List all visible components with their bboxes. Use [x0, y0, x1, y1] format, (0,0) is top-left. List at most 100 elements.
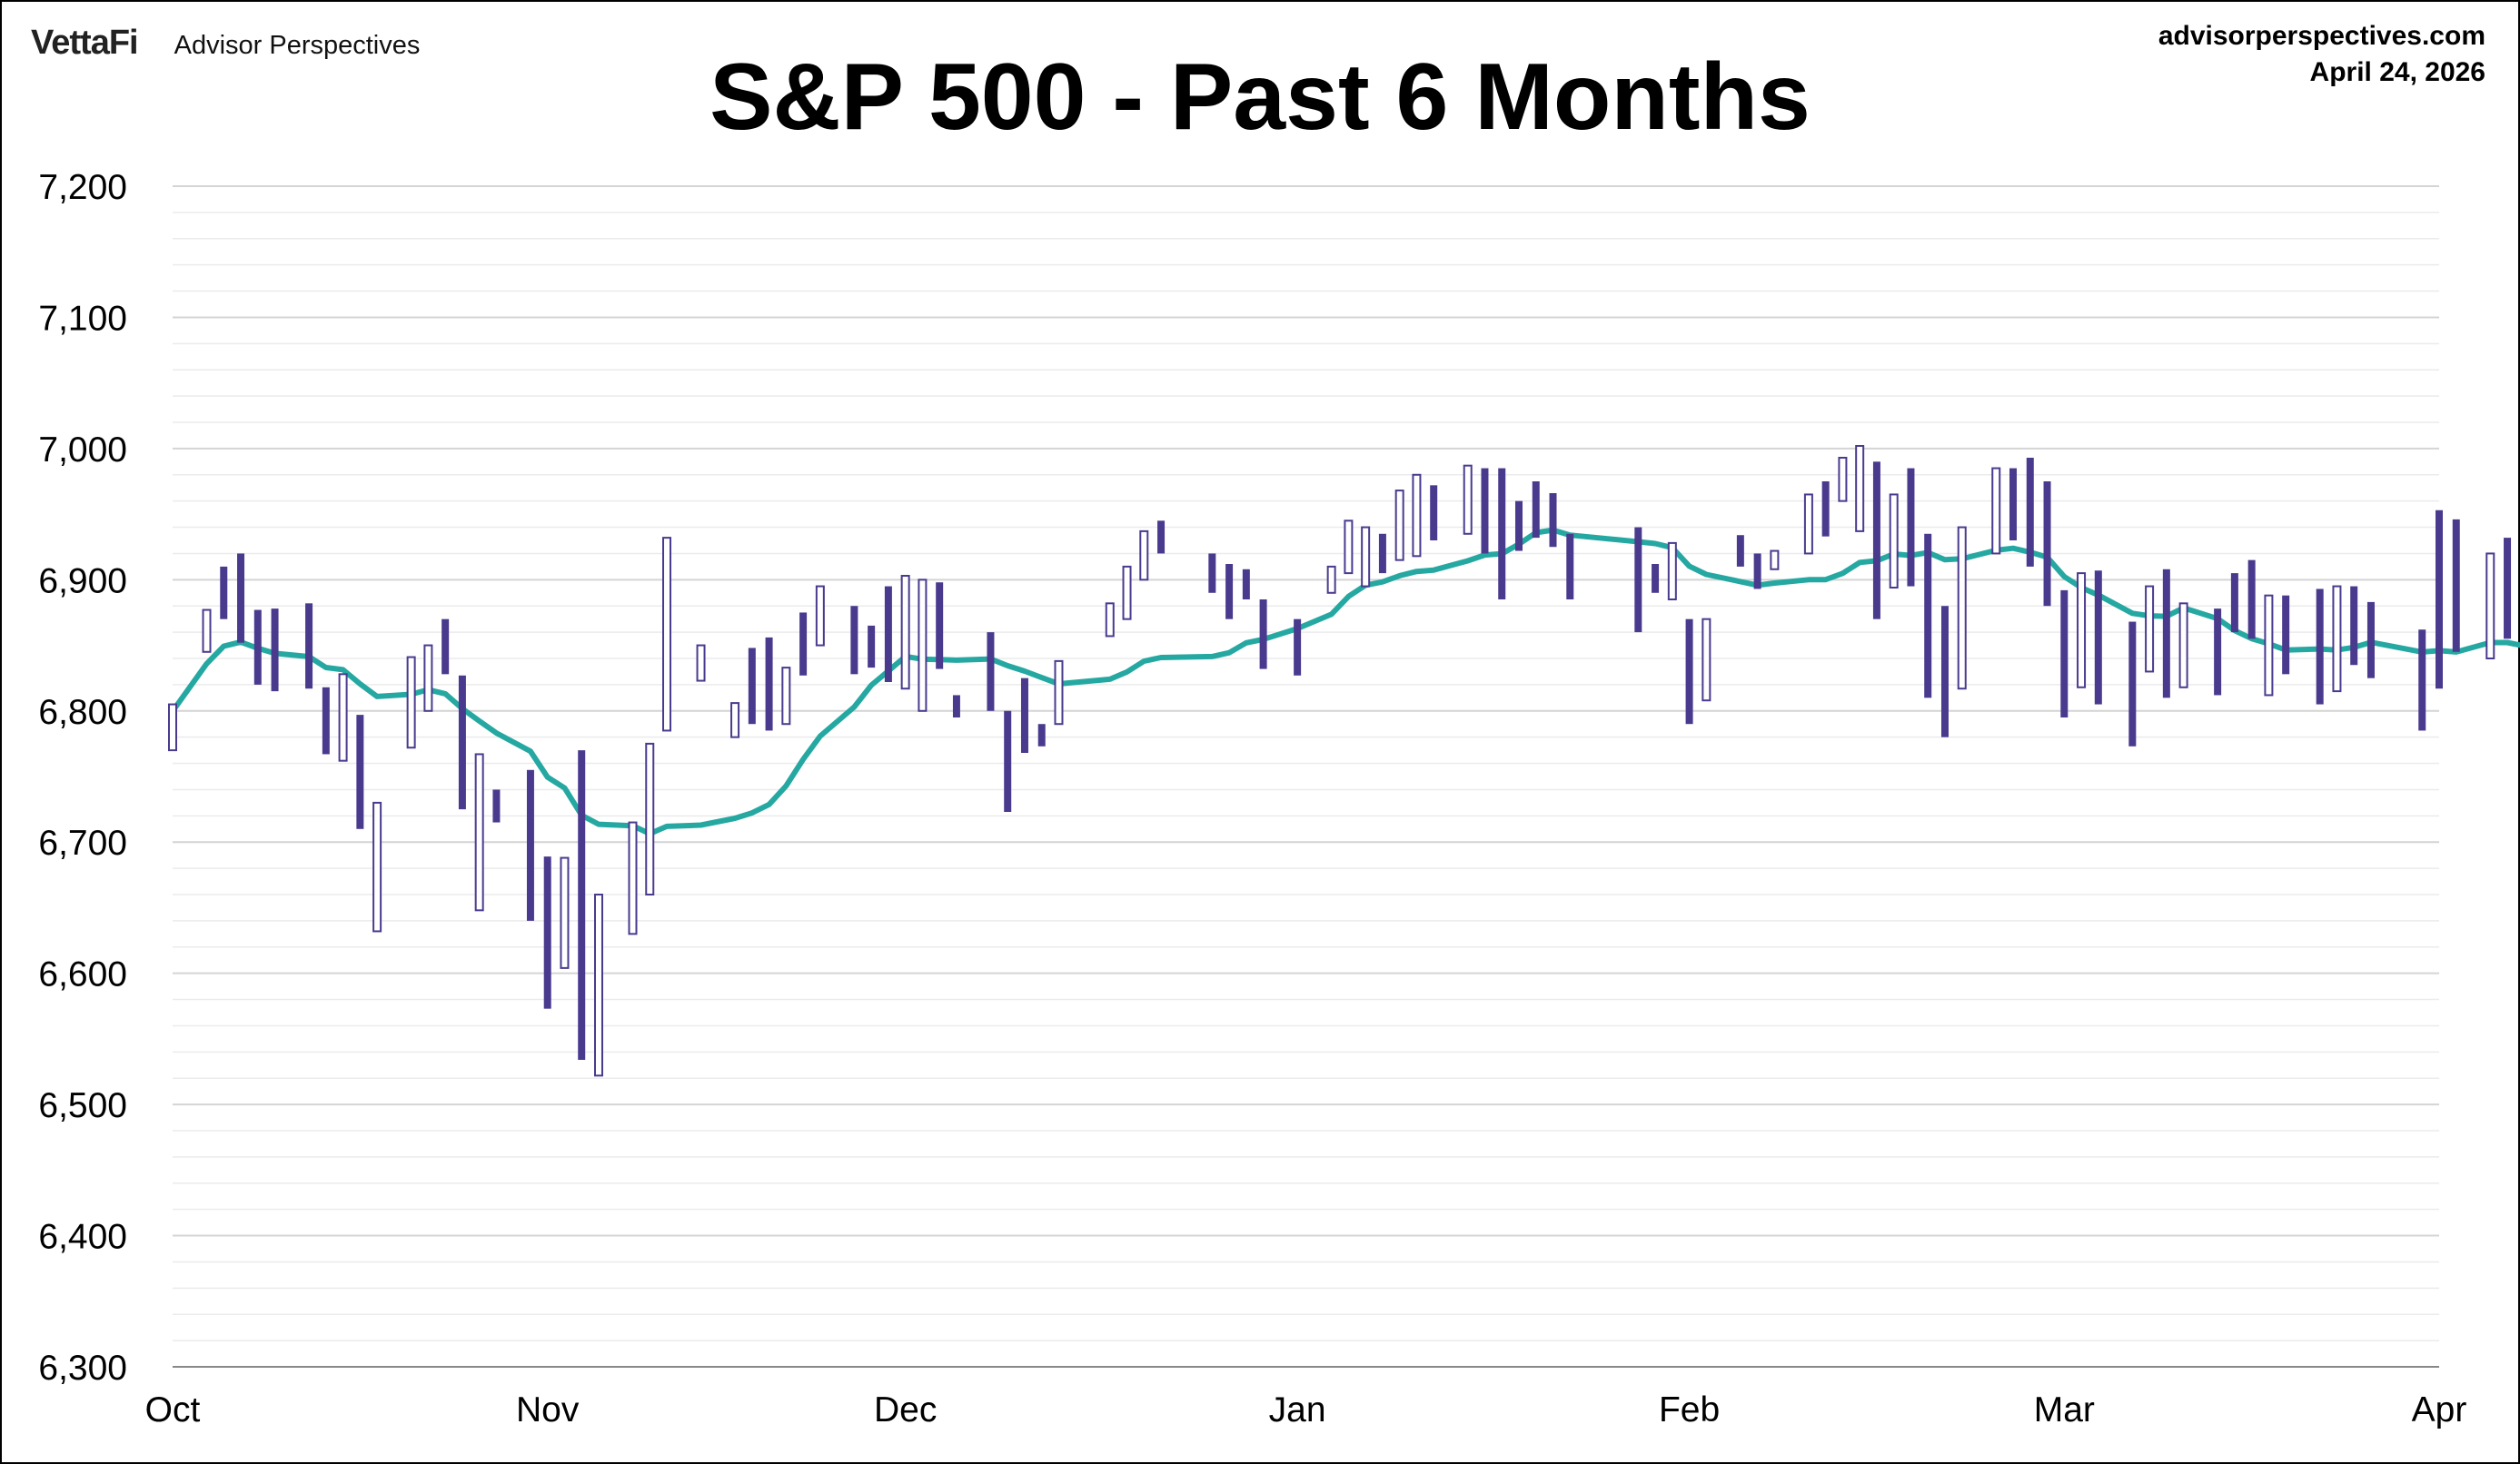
price-bar-down — [1872, 461, 1880, 619]
price-bar-down — [850, 606, 858, 675]
chart-date: April 24, 2026 — [2309, 57, 2485, 87]
price-bar-up — [423, 644, 433, 712]
price-bar-up — [1054, 659, 1064, 726]
price-bar-down — [748, 648, 756, 725]
price-bar-down — [2043, 481, 2051, 607]
x-tick-label: Nov — [516, 1390, 580, 1429]
y-tick-label: 7,000 — [38, 430, 127, 470]
y-tick-label: 6,400 — [38, 1218, 127, 1257]
site-info: advisorperspectives.com April 24, 2026 — [2158, 18, 2485, 91]
price-bar-down — [1225, 564, 1234, 619]
price-bar-down — [2162, 569, 2170, 698]
price-bar-up — [1855, 445, 1865, 532]
brand-name: VettaFi — [31, 24, 139, 62]
price-bar-down — [1037, 724, 1046, 747]
price-bar-up — [1803, 493, 1813, 555]
price-bar-up — [815, 585, 825, 647]
x-tick-label: Feb — [1659, 1390, 1720, 1429]
price-bar-down — [987, 632, 995, 711]
price-bar-up — [730, 702, 740, 738]
price-bar-up — [1394, 490, 1404, 561]
price-bar-down — [1208, 553, 1216, 593]
price-bar-down — [2009, 468, 2018, 540]
price-bar-down — [1924, 533, 1932, 698]
price-bar-down — [2504, 538, 2512, 639]
price-bar-down — [1498, 468, 1506, 599]
price-bar-up — [1344, 519, 1354, 575]
price-bar-up — [372, 801, 382, 933]
price-bar-down — [2026, 458, 2034, 567]
price-bar-up — [338, 673, 348, 762]
price-bar-up — [2332, 585, 2342, 693]
price-bar-up — [696, 644, 706, 682]
price-bar-down — [2316, 589, 2324, 705]
price-bar-down — [220, 566, 228, 619]
price-bar-down — [543, 856, 551, 1009]
price-bar-down — [1907, 468, 1915, 587]
price-bar-down — [1294, 618, 1302, 676]
price-bar-down — [868, 625, 876, 668]
price-bar-up — [2145, 585, 2155, 673]
price-bar-down — [2436, 509, 2443, 689]
x-tick-label: Mar — [2034, 1390, 2095, 1429]
price-bar-down — [1685, 618, 1693, 725]
price-bar-up — [2485, 552, 2495, 660]
price-bar-up — [1957, 526, 1967, 690]
price-bar-down — [1514, 500, 1523, 551]
price-bar-up — [1139, 529, 1149, 581]
price-bar-up — [474, 753, 484, 912]
price-bar-down — [952, 695, 960, 717]
price-bar-up — [202, 608, 212, 653]
price-bar-down — [1004, 710, 1012, 812]
price-bar-up — [1770, 549, 1780, 570]
price-bar-up — [1361, 526, 1371, 588]
price-bar-down — [458, 675, 466, 810]
price-bar-up — [1463, 464, 1473, 535]
price-bar-down — [884, 586, 892, 682]
y-tick-label: 6,900 — [38, 561, 127, 600]
price-bar-up — [1838, 457, 1848, 502]
x-tick-label: Dec — [874, 1390, 937, 1429]
price-bar-down — [2282, 595, 2290, 675]
price-bars — [168, 445, 2512, 1077]
price-bar-down — [2366, 601, 2375, 678]
price-bar-down — [2247, 559, 2256, 639]
y-tick-label: 6,500 — [38, 1086, 127, 1125]
price-bar-up — [1889, 493, 1899, 589]
price-bar-up — [1667, 541, 1677, 601]
price-bar-down — [578, 750, 586, 1060]
grid-lines — [173, 185, 2439, 1368]
price-bar-down — [2060, 589, 2069, 717]
x-tick-label: Oct — [145, 1390, 201, 1429]
price-bar-down — [253, 609, 262, 685]
price-bar-up — [1122, 565, 1132, 620]
price-bar-down — [1753, 553, 1761, 589]
price-bar-down — [2214, 608, 2222, 696]
price-bar-down — [1242, 569, 1250, 599]
price-bar-down — [1634, 527, 1642, 633]
price-bar-down — [1652, 564, 1660, 593]
price-bar-up — [645, 742, 655, 896]
y-tick-label: 6,300 — [38, 1349, 127, 1388]
price-bar-down — [1378, 533, 1386, 574]
price-bar-up — [918, 579, 928, 712]
y-tick-label: 6,800 — [38, 693, 127, 732]
price-bar-up — [2077, 572, 2087, 688]
moving-average — [170, 527, 2520, 836]
y-tick-label: 7,200 — [38, 168, 127, 207]
moving-average-line — [170, 527, 2520, 836]
price-bar-down — [237, 553, 245, 643]
price-bar-down — [271, 608, 279, 692]
price-bar-down — [2230, 573, 2238, 633]
price-bar-up — [168, 703, 177, 752]
price-bar-up — [781, 667, 791, 726]
price-bar-down — [1430, 485, 1438, 540]
price-bar-up — [1991, 467, 2001, 555]
price-bar-up — [900, 575, 910, 690]
price-bar-up — [662, 537, 672, 732]
price-bar-down — [305, 603, 313, 689]
price-bar-up — [1326, 565, 1336, 594]
y-tick-label: 6,700 — [38, 824, 127, 863]
price-bar-up — [1412, 473, 1422, 558]
